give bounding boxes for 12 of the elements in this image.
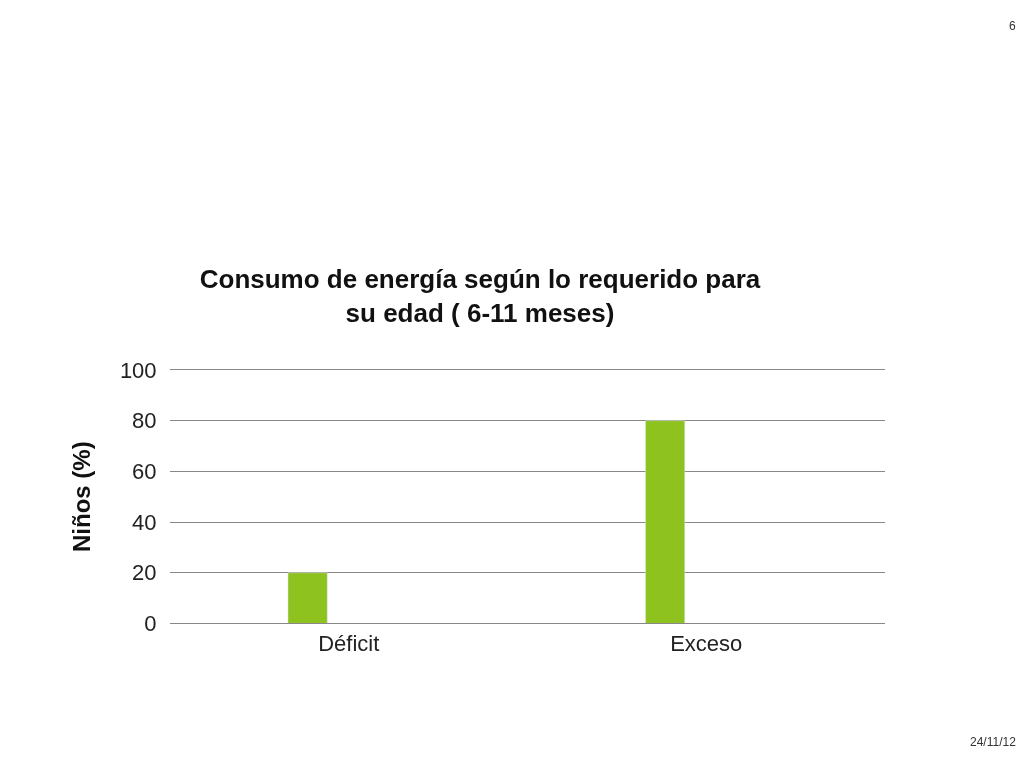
y-tick-label: 0 (144, 611, 157, 637)
y-tick-label: 20 (132, 560, 157, 586)
y-tick-label: 40 (132, 509, 157, 535)
x-tick-label: Exceso (670, 630, 743, 656)
text: 6 (1009, 19, 1016, 33)
y-axis-title: Niños (%) (67, 441, 95, 553)
x-tick-label: Déficit (318, 630, 380, 656)
y-tick-label: 80 (132, 408, 157, 434)
chart-title: Consumo de energía según lo requerido para su edad ( 6-11 meses) (199, 263, 761, 328)
text: 24/11/12 (970, 735, 1017, 749)
y-tick-label: 100 (119, 357, 157, 383)
y-tick-label: 60 (132, 459, 157, 485)
